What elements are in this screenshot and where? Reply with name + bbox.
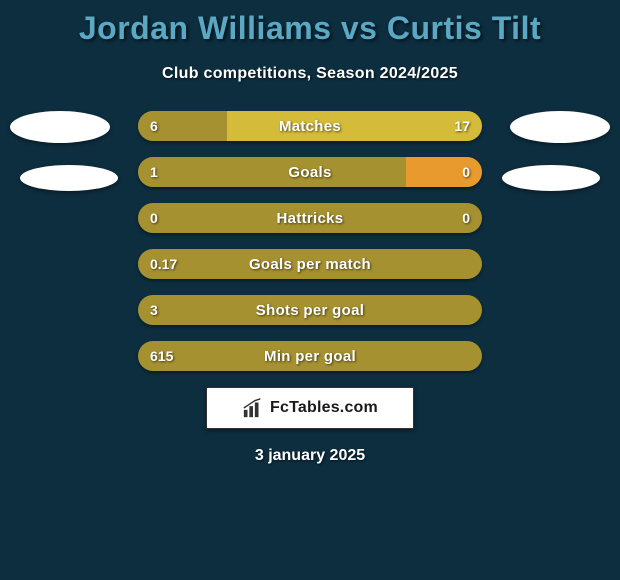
stat-label: Goals [138,157,482,187]
stat-label: Shots per goal [138,295,482,325]
stat-label: Matches [138,111,482,141]
stat-row: 10Goals [138,157,482,187]
stats-container: 617Matches 10Goals 00Hattricks 0.17Goals pe… [0,111,620,371]
stat-row: 615Min per goal [138,341,482,371]
club-badge-right-2 [502,165,600,191]
club-badge-left-1 [10,111,110,143]
club-badge-left-2 [20,165,118,191]
stat-row: 617Matches [138,111,482,141]
chart-icon [242,397,264,419]
page-subtitle: Club competitions, Season 2024/2025 [0,65,620,83]
date-text: 3 january 2025 [0,447,620,465]
stat-row: 0.17Goals per match [138,249,482,279]
logo-text: FcTables.com [270,399,378,417]
stat-row: 3Shots per goal [138,295,482,325]
page-title: Jordan Williams vs Curtis Tilt [0,0,620,47]
logo-box: FcTables.com [206,387,414,429]
stat-label: Hattricks [138,203,482,233]
stats-area: 617Matches 10Goals 00Hattricks 0.17Goals pe… [0,111,620,371]
stat-row: 00Hattricks [138,203,482,233]
stat-label: Min per goal [138,341,482,371]
stat-label: Goals per match [138,249,482,279]
club-badge-right-1 [510,111,610,143]
